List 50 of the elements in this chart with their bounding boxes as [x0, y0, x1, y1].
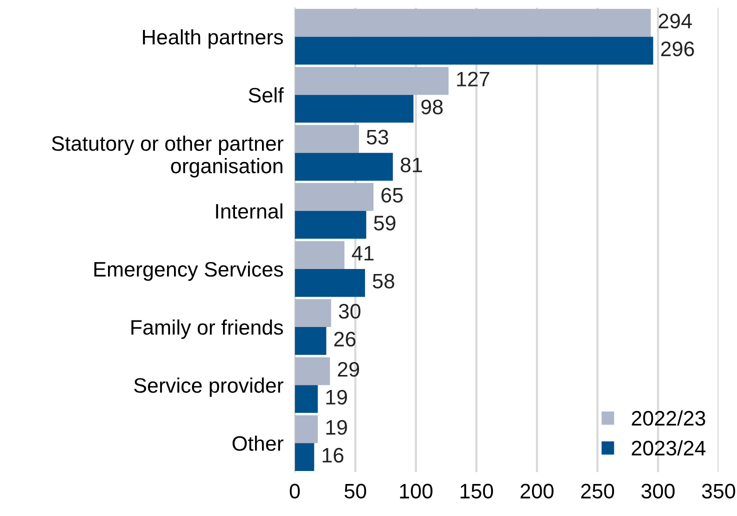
bar: [294, 210, 366, 239]
x-tick-label: 0: [290, 484, 300, 499]
data-label: 59: [374, 216, 396, 230]
bar: [294, 443, 314, 471]
y-tick-label: Other: [232, 436, 284, 451]
data-label: 16: [322, 448, 344, 463]
data-label: 19: [326, 390, 347, 405]
data-label: 294: [658, 14, 692, 28]
bar: [294, 268, 366, 297]
bar: [294, 66, 449, 95]
y-tick-label: Health partners: [142, 29, 283, 49]
x-tick-label: 100: [400, 484, 432, 499]
data-label: 53: [366, 130, 388, 145]
data-label: 81: [400, 158, 422, 172]
x-tick-label: 150: [460, 484, 493, 499]
bar: [294, 327, 326, 355]
x-tick-label: 50: [344, 484, 366, 499]
y-tick-label: Statutory or other partner organisation: [52, 136, 284, 178]
bar: [294, 385, 318, 413]
bar: [294, 94, 414, 123]
data-label: 127: [457, 72, 490, 86]
legend-label: 2022/23: [632, 410, 706, 426]
y-tick-label: Emergency Services: [94, 261, 283, 281]
y-tick-label: Family or friends: [131, 319, 283, 339]
bar: [294, 8, 651, 37]
bar: [294, 36, 654, 65]
data-label: 296: [661, 42, 694, 56]
bar: [294, 241, 344, 269]
legend-label: 2023/24: [632, 440, 706, 456]
x-tick-label: 250: [581, 484, 614, 499]
data-label: 41: [352, 246, 374, 260]
data-label: 30: [338, 304, 360, 319]
y-tick-label: Service provider: [134, 378, 284, 397]
y-tick-label: Internal: [216, 203, 282, 219]
bar: [294, 415, 318, 444]
x-tick-label: 300: [641, 484, 675, 499]
data-label: 98: [421, 100, 443, 114]
bar: [294, 357, 330, 386]
x-tick-label: 350: [702, 484, 736, 499]
data-label: 29: [338, 362, 360, 377]
y-tick-label: Self: [248, 87, 284, 103]
bar: [294, 183, 374, 211]
data-label: 26: [334, 332, 356, 347]
x-tick-label: 200: [520, 484, 554, 499]
data-label: 19: [326, 420, 347, 435]
bar: [294, 299, 332, 328]
data-label: 65: [382, 188, 403, 203]
data-label: 58: [372, 274, 394, 288]
bar: [294, 125, 359, 153]
bar: [294, 152, 393, 181]
